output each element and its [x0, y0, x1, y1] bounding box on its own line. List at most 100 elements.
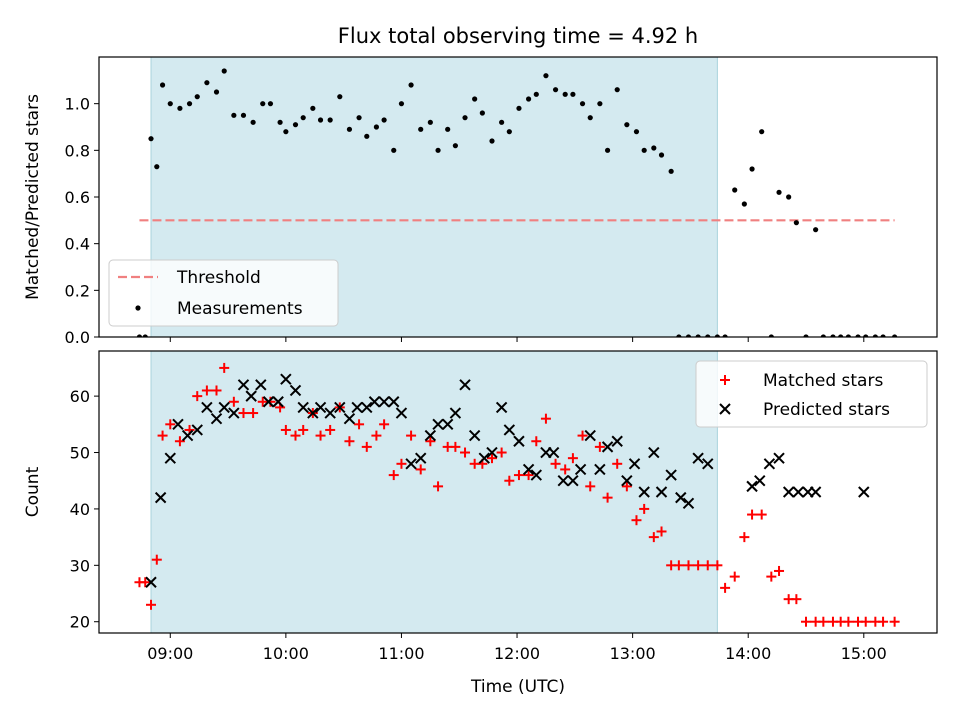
- legend-box: [108, 259, 339, 327]
- matched-star-point: [673, 560, 684, 571]
- matched-star-point: [550, 458, 561, 469]
- predicted-star-point: [314, 401, 327, 414]
- predicted-star-point: [601, 441, 614, 453]
- matched-star-point: [712, 560, 723, 571]
- measurement-point: [685, 334, 692, 337]
- chart-title: Flux total observing time = 4.92 h: [338, 24, 698, 48]
- matched-star-point: [791, 594, 802, 605]
- measurement-point: [472, 96, 478, 102]
- predicted-star-point: [210, 412, 223, 425]
- matched-star-point: [433, 481, 444, 492]
- predicted-star-point: [655, 486, 668, 498]
- predicted-star-point: [702, 458, 714, 470]
- measurement-point: [142, 334, 148, 337]
- measurement-point: [732, 187, 738, 193]
- matched-star-point: [513, 470, 524, 481]
- matched-star-point: [878, 616, 889, 627]
- measurement-point: [562, 91, 568, 97]
- matched-star-point: [486, 453, 497, 464]
- measurement-point: [506, 129, 512, 135]
- measurement-point: [292, 122, 299, 128]
- x-tick-label: 14:00: [725, 644, 771, 663]
- y-tick-label: 20: [70, 613, 90, 632]
- predicted-star-point: [191, 424, 203, 436]
- matched-star-point: [720, 582, 731, 593]
- y-tick-label: 0.0: [65, 328, 90, 347]
- matched-star-point: [146, 599, 157, 610]
- predicted-star-point: [763, 458, 776, 470]
- predicted-star-point: [782, 486, 795, 498]
- measurement-point: [364, 133, 370, 139]
- matched-star-point: [843, 616, 854, 627]
- measurement-point: [177, 105, 183, 111]
- predicted-star-point: [361, 401, 373, 414]
- matched-star-point: [801, 616, 812, 627]
- predicted-star-point: [792, 486, 805, 498]
- measurement-point: [283, 129, 289, 135]
- matched-star-point: [361, 441, 372, 452]
- matched-star-point: [504, 475, 515, 486]
- measurement-point: [633, 129, 640, 135]
- predicted-star-point: [557, 475, 569, 487]
- measurement-point: [310, 105, 316, 111]
- measurement-point: [260, 101, 266, 107]
- predicted-star-point: [334, 401, 346, 414]
- matched-star-point: [396, 458, 407, 469]
- measurement-point: [445, 126, 451, 132]
- measurement-point: [768, 334, 774, 337]
- y-tick-label: 60: [70, 387, 90, 406]
- measurement-point: [863, 334, 869, 337]
- predicted-star-point: [378, 396, 390, 408]
- measurement-point: [277, 119, 283, 125]
- y-tick-label: 1.0: [65, 95, 90, 114]
- predicted-star-point: [145, 576, 157, 588]
- matched-star-point: [450, 441, 461, 452]
- measurement-point: [408, 82, 414, 88]
- matched-star-point: [774, 565, 785, 576]
- predicted-star-point: [201, 401, 213, 414]
- matched-star-point: [388, 470, 399, 481]
- predicted-star-point: [255, 379, 267, 391]
- measurement-point: [597, 101, 603, 107]
- measurement-point: [499, 119, 505, 125]
- matched-star-point: [612, 458, 623, 469]
- measurement-point: [641, 147, 647, 153]
- legend-measurements-swatch: [135, 305, 141, 311]
- predicted-star-point: [486, 446, 498, 459]
- predicted-star-point: [567, 475, 579, 487]
- measurement-point: [167, 101, 173, 107]
- predicted-star-point: [154, 491, 167, 504]
- measurement-point: [427, 119, 433, 125]
- predicted-star-point: [218, 401, 230, 414]
- matched-star-point: [594, 441, 605, 452]
- predicted-star-point: [415, 452, 427, 464]
- measurement-point: [587, 115, 593, 121]
- matched-star-point: [415, 464, 426, 475]
- predicted-star-point: [773, 452, 785, 464]
- measurement-point: [838, 334, 844, 337]
- measurement-point: [552, 87, 559, 93]
- predicted-star-point: [621, 475, 633, 487]
- predicted-star-point: [368, 396, 381, 408]
- x-tick-label: 15:00: [841, 644, 887, 663]
- matched-star-point: [315, 430, 326, 441]
- matched-star-point: [766, 571, 777, 582]
- predicted-star-point: [611, 435, 623, 447]
- x-tick-label: 11:00: [378, 644, 424, 663]
- predicted-star-point: [228, 407, 240, 419]
- bottom-panel: 20 30 40 50 60 09:00 10:00 11:00 12:00 13:00 14:00…: [23, 350, 938, 663]
- predicted-star-point: [449, 407, 462, 419]
- measurement-point: [651, 145, 657, 151]
- measurement-point: [194, 94, 200, 100]
- measurement-point: [695, 334, 701, 337]
- measurement-point: [148, 136, 154, 142]
- predicted-star-point: [648, 446, 660, 459]
- measurement-point: [250, 119, 256, 125]
- measurement-point: [159, 82, 166, 88]
- predicted-star-point: [307, 407, 319, 419]
- legend-predicted-swatch: [719, 403, 731, 415]
- measurement-point: [479, 110, 485, 116]
- measurement-point: [489, 138, 495, 144]
- predicted-star-point: [638, 486, 650, 498]
- matched-star-point: [211, 385, 222, 396]
